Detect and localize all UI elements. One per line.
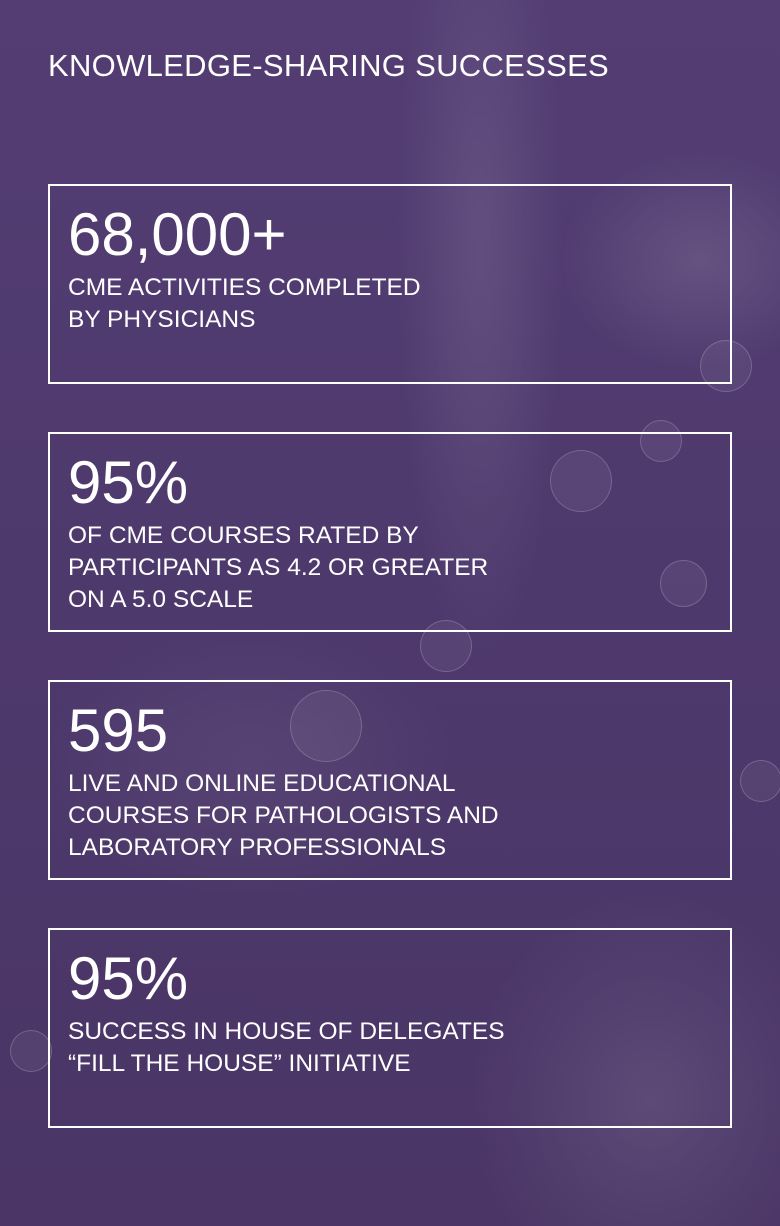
decorative-bubble xyxy=(740,760,780,802)
stat-value: 68,000+ xyxy=(68,201,287,268)
stat-card-cme-activities: 68,000+ CME ACTIVITIES COMPLETED BY PHYS… xyxy=(48,184,732,384)
stat-card-courses: 595 LIVE AND ONLINE EDUCATIONAL COURSES … xyxy=(48,680,732,880)
decorative-bubble xyxy=(550,450,612,512)
decorative-bubble xyxy=(10,1030,52,1072)
decorative-bubble xyxy=(290,690,362,762)
stat-value: 595 xyxy=(68,697,169,764)
stat-card-course-ratings: 95% OF CME COURSES RATED BY PARTICIPANTS… xyxy=(48,432,732,632)
stat-label: SUCCESS IN HOUSE OF DELEGATES “FILL THE … xyxy=(68,1018,505,1077)
stat-value: 95% xyxy=(68,945,189,1012)
page-title: KNOWLEDGE-SHARING SUCCESSES xyxy=(48,48,610,83)
stat-label: OF CME COURSES RATED BY PARTICIPANTS AS … xyxy=(68,522,489,613)
decorative-bubble xyxy=(640,420,682,462)
decorative-bubble xyxy=(420,620,472,672)
stat-card-fill-the-house: 95% SUCCESS IN HOUSE OF DELEGATES “FILL … xyxy=(48,928,732,1128)
stat-label: LIVE AND ONLINE EDUCATIONAL COURSES FOR … xyxy=(68,770,499,861)
stat-label: CME ACTIVITIES COMPLETED BY PHYSICIANS xyxy=(68,274,421,333)
stat-value: 95% xyxy=(68,449,189,516)
decorative-bubble xyxy=(660,560,707,607)
